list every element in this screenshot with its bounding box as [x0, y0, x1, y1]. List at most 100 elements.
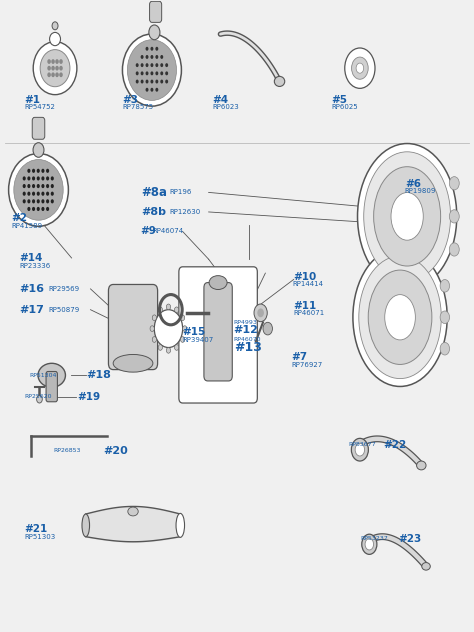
- Circle shape: [158, 344, 163, 350]
- Circle shape: [155, 63, 158, 67]
- Text: #15: #15: [182, 327, 206, 337]
- FancyBboxPatch shape: [109, 284, 157, 370]
- Circle shape: [51, 184, 54, 188]
- Circle shape: [51, 191, 54, 196]
- Text: RP6025: RP6025: [331, 104, 358, 110]
- Circle shape: [32, 199, 35, 204]
- Circle shape: [41, 176, 45, 181]
- Text: RP51304: RP51304: [29, 373, 56, 378]
- Text: RP14414: RP14414: [293, 281, 324, 288]
- Text: #21: #21: [24, 524, 47, 534]
- Text: #2: #2: [11, 213, 27, 223]
- Circle shape: [41, 184, 45, 188]
- Text: #6: #6: [405, 179, 421, 188]
- Circle shape: [23, 199, 26, 204]
- Ellipse shape: [128, 40, 176, 100]
- Circle shape: [136, 80, 139, 83]
- Circle shape: [345, 48, 375, 88]
- Text: #3: #3: [123, 95, 138, 105]
- Circle shape: [160, 63, 163, 67]
- Ellipse shape: [50, 32, 61, 46]
- Circle shape: [449, 210, 459, 223]
- Circle shape: [27, 207, 30, 211]
- Ellipse shape: [417, 461, 426, 470]
- Circle shape: [46, 191, 49, 196]
- Text: #12: #12: [234, 325, 258, 335]
- Circle shape: [150, 55, 154, 59]
- Text: RP46074: RP46074: [152, 229, 183, 234]
- Circle shape: [27, 176, 30, 181]
- Circle shape: [27, 184, 30, 188]
- Text: RP25620: RP25620: [24, 394, 52, 399]
- Circle shape: [449, 176, 459, 190]
- Ellipse shape: [38, 363, 65, 387]
- Text: #19: #19: [77, 392, 100, 402]
- Circle shape: [55, 66, 59, 71]
- Text: RP26853: RP26853: [54, 449, 81, 453]
- Circle shape: [51, 73, 55, 77]
- Circle shape: [150, 325, 155, 331]
- Circle shape: [155, 80, 158, 83]
- Circle shape: [51, 59, 55, 64]
- FancyBboxPatch shape: [46, 372, 57, 402]
- Circle shape: [174, 307, 179, 313]
- Text: #1: #1: [24, 95, 40, 105]
- Text: RP78575: RP78575: [123, 104, 154, 110]
- Text: #7: #7: [291, 352, 307, 362]
- Circle shape: [181, 337, 185, 343]
- Text: RP23336: RP23336: [19, 262, 51, 269]
- Text: #22: #22: [383, 440, 407, 449]
- Ellipse shape: [391, 193, 423, 240]
- Circle shape: [46, 176, 49, 181]
- Circle shape: [146, 63, 148, 67]
- Circle shape: [46, 199, 49, 204]
- Circle shape: [174, 344, 179, 350]
- Ellipse shape: [40, 50, 70, 87]
- Text: RP4993: RP4993: [234, 320, 257, 325]
- Circle shape: [41, 207, 45, 211]
- Circle shape: [182, 325, 187, 331]
- Text: #8a: #8a: [142, 186, 167, 199]
- Circle shape: [51, 66, 55, 71]
- Circle shape: [23, 184, 26, 188]
- Circle shape: [155, 55, 158, 59]
- Text: RP29569: RP29569: [48, 286, 79, 292]
- Ellipse shape: [122, 34, 182, 106]
- Circle shape: [141, 71, 144, 75]
- Circle shape: [355, 444, 365, 456]
- Text: RP54752: RP54752: [24, 104, 55, 110]
- Circle shape: [36, 396, 42, 403]
- Text: RP19809: RP19809: [405, 188, 436, 194]
- Circle shape: [47, 66, 51, 71]
- Ellipse shape: [357, 143, 457, 289]
- Circle shape: [23, 176, 26, 181]
- Ellipse shape: [82, 514, 90, 537]
- Text: RP51303: RP51303: [24, 533, 55, 540]
- Circle shape: [150, 47, 154, 51]
- Circle shape: [27, 199, 30, 204]
- Circle shape: [150, 63, 154, 67]
- Circle shape: [27, 169, 30, 173]
- Circle shape: [41, 191, 45, 196]
- Text: RP50879: RP50879: [48, 307, 79, 313]
- Text: RP6023: RP6023: [212, 104, 239, 110]
- Circle shape: [254, 304, 267, 322]
- Circle shape: [59, 59, 63, 64]
- Text: RP46071: RP46071: [294, 310, 325, 317]
- Text: #18: #18: [87, 370, 111, 380]
- Circle shape: [59, 73, 63, 77]
- Circle shape: [146, 71, 148, 75]
- Circle shape: [150, 80, 154, 83]
- Text: #10: #10: [293, 272, 316, 282]
- Circle shape: [352, 57, 368, 79]
- Circle shape: [449, 243, 459, 256]
- Circle shape: [165, 63, 168, 67]
- Circle shape: [150, 71, 154, 75]
- Ellipse shape: [176, 513, 184, 537]
- Text: RP53237: RP53237: [361, 536, 389, 541]
- Circle shape: [51, 176, 54, 181]
- Circle shape: [23, 191, 26, 196]
- Circle shape: [356, 63, 364, 73]
- Circle shape: [32, 207, 35, 211]
- Circle shape: [257, 308, 264, 317]
